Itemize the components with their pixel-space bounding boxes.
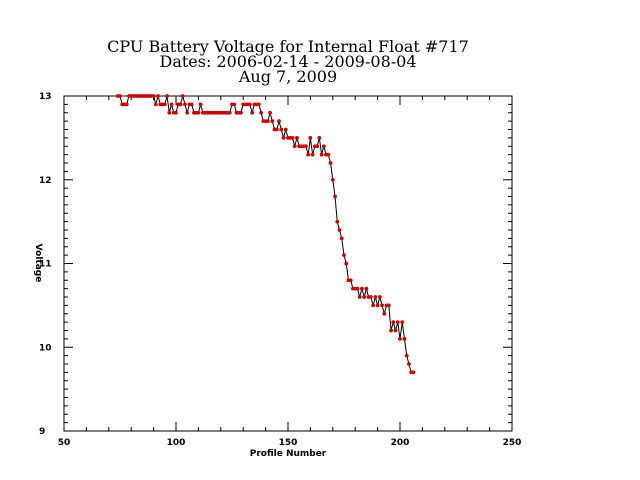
data-point <box>315 144 320 149</box>
axis-ticks <box>63 95 513 432</box>
data-point <box>411 370 416 375</box>
data-point <box>317 135 322 140</box>
data-point <box>156 94 160 98</box>
data-point <box>391 320 396 325</box>
data-point <box>174 110 178 115</box>
data-point <box>304 144 308 149</box>
plot-frame <box>63 95 513 432</box>
data-point <box>373 295 378 299</box>
data-point <box>239 110 243 115</box>
data-point <box>232 102 237 107</box>
data-point <box>198 102 203 107</box>
data-point <box>407 362 411 366</box>
data-point <box>248 102 252 107</box>
data-point <box>326 152 331 157</box>
data-point <box>395 320 400 325</box>
x-tick-label: 50 <box>58 438 71 448</box>
data-point <box>333 194 337 199</box>
data-point <box>196 110 201 115</box>
data-point <box>328 161 333 165</box>
x-tick-label: 200 <box>391 438 410 448</box>
data-point <box>283 127 288 132</box>
data-point <box>335 219 340 224</box>
y-tick-label: 11 <box>39 260 52 270</box>
data-point <box>178 102 183 107</box>
data-point <box>227 110 232 115</box>
data-point <box>162 102 167 107</box>
data-point <box>375 303 380 308</box>
data-point <box>189 102 194 107</box>
x-axis-label: Profile Number <box>250 449 327 459</box>
data-point <box>377 295 382 299</box>
data-point <box>290 135 295 140</box>
y-tick-label: 12 <box>39 176 52 186</box>
chart-title-line-3: Aug 7, 2009 <box>238 67 337 86</box>
data-point <box>167 110 172 115</box>
x-tick-label: 250 <box>503 438 522 448</box>
data-point <box>344 261 349 266</box>
data-point <box>389 328 393 333</box>
data-point <box>382 311 387 316</box>
x-tick-label: 150 <box>279 438 298 448</box>
data-point <box>362 295 367 299</box>
data-point <box>339 236 344 241</box>
data-point <box>279 127 284 132</box>
data-point <box>256 102 261 107</box>
chart-title-line-1: CPU Battery Voltage for Internal Float #… <box>107 37 469 56</box>
data-point <box>169 102 174 107</box>
data-point <box>151 94 156 98</box>
chart-title-line-2: Dates: 2006-02-14 - 2009-08-04 <box>159 52 416 71</box>
y-tick-label: 9 <box>39 427 45 437</box>
data-point <box>360 286 364 291</box>
data-point <box>250 110 255 115</box>
data-point <box>400 320 405 325</box>
data-point <box>330 177 335 182</box>
data-point <box>371 303 376 308</box>
data-point <box>319 152 324 157</box>
y-axis-label: Voltage <box>33 244 43 283</box>
data-point <box>180 94 185 98</box>
data-point <box>270 119 275 124</box>
data-point <box>398 336 402 341</box>
data-point <box>308 135 313 140</box>
data-point <box>124 102 129 107</box>
data-point <box>386 303 391 308</box>
y-tick-labels: 9 10 11 12 13 <box>39 92 52 437</box>
data-point <box>292 144 297 149</box>
data-point <box>348 278 353 283</box>
data-point <box>281 135 286 140</box>
data-point <box>183 102 187 107</box>
data-point <box>321 144 326 149</box>
data-point <box>274 127 279 132</box>
data-point <box>355 286 360 291</box>
data-point <box>265 119 270 124</box>
voltage-series-markers <box>115 94 416 375</box>
data-point <box>185 110 190 115</box>
data-point <box>404 353 409 358</box>
data-point <box>393 328 398 333</box>
data-point <box>357 295 362 299</box>
data-point <box>342 253 346 258</box>
y-tick-label: 10 <box>39 343 52 353</box>
data-point <box>364 286 369 291</box>
y-tick-label: 13 <box>39 92 52 102</box>
data-point <box>118 94 122 98</box>
data-point <box>295 135 299 140</box>
data-point <box>277 119 281 124</box>
data-point <box>380 303 384 308</box>
data-point <box>368 295 373 299</box>
data-point <box>402 336 407 341</box>
data-point <box>268 110 272 115</box>
data-point <box>310 152 315 157</box>
voltage-series-line <box>117 94 414 373</box>
data-point <box>259 110 264 115</box>
data-point <box>306 152 311 157</box>
data-point <box>153 102 158 107</box>
data-point <box>165 94 169 98</box>
x-tick-labels: 50 100 150 200 250 <box>58 438 522 448</box>
x-tick-label: 100 <box>167 438 186 448</box>
data-point <box>337 228 342 232</box>
